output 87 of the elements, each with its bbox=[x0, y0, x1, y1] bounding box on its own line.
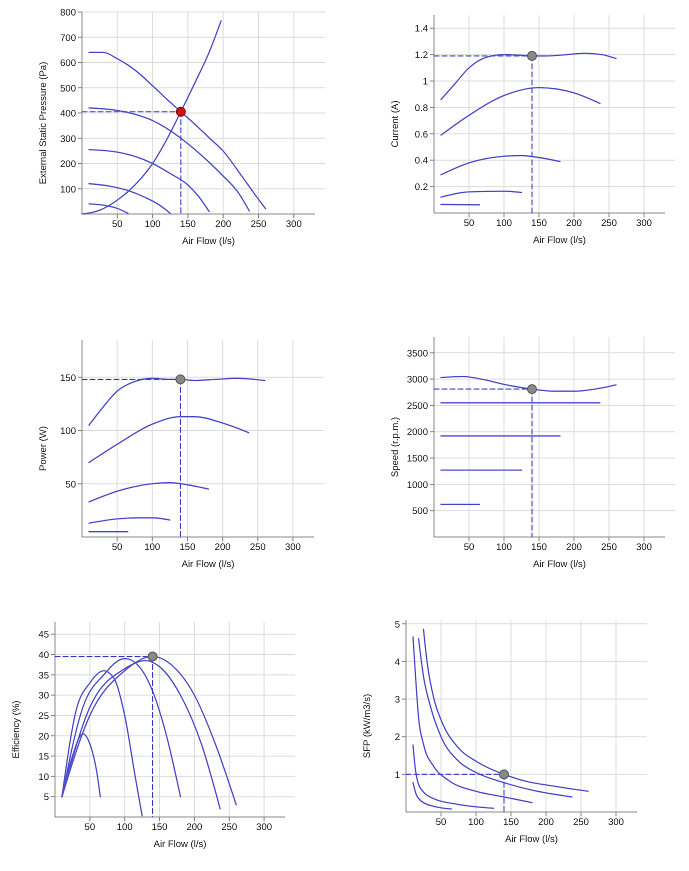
x-axis-title: Air Flow (l/s) bbox=[505, 834, 558, 845]
x-tick-label: 150 bbox=[180, 219, 196, 230]
x-tick-label: 250 bbox=[601, 218, 617, 229]
x-tick-label: 100 bbox=[116, 822, 133, 833]
y-tick-label: 1.4 bbox=[414, 24, 428, 35]
y-tick-label: 35 bbox=[38, 670, 49, 682]
y-tick-label: 1 bbox=[422, 76, 428, 88]
y-tick-label: 0.6 bbox=[414, 129, 428, 140]
x-tick-label: 200 bbox=[214, 542, 231, 553]
x-tick-label: 300 bbox=[256, 822, 272, 833]
y-tick-label: 2 bbox=[394, 732, 400, 744]
y-tick-label: 30 bbox=[38, 690, 49, 702]
y-tick-label: 300 bbox=[60, 134, 76, 145]
x-tick-label: 150 bbox=[152, 822, 168, 833]
y-tick-label: 2000 bbox=[406, 427, 428, 438]
y-tick-label: 1 bbox=[394, 770, 400, 781]
y-tick-label: 0.2 bbox=[414, 182, 428, 194]
x-tick-label: 50 bbox=[464, 218, 474, 229]
y-tick-label: 2500 bbox=[406, 400, 428, 412]
x-tick-label: 100 bbox=[496, 542, 512, 553]
x-tick-label: 200 bbox=[186, 822, 202, 833]
x-axis-title: Air Flow (l/s) bbox=[533, 235, 586, 246]
y-axis-title: Speed (r.p.m.) bbox=[390, 416, 401, 478]
x-tick-label: 50 bbox=[112, 219, 123, 230]
y-tick-label: 4 bbox=[394, 656, 400, 668]
y-tick-label: 10 bbox=[38, 772, 49, 783]
y-tick-label: 25 bbox=[38, 710, 49, 722]
x-tick-label: 50 bbox=[112, 542, 122, 553]
x-tick-label: 250 bbox=[573, 817, 589, 828]
y-tick-label: 800 bbox=[60, 8, 76, 18]
x-axis-title: Air Flow (l/s) bbox=[533, 559, 586, 570]
y-axis-title: Current (A) bbox=[390, 100, 401, 148]
y-tick-label: 3000 bbox=[406, 374, 428, 386]
x-tick-label: 300 bbox=[608, 817, 624, 828]
x-tick-label: 50 bbox=[436, 817, 446, 828]
y-tick-label: 0.4 bbox=[414, 156, 428, 167]
y-tick-label: 3500 bbox=[406, 348, 428, 360]
y-tick-label: 45 bbox=[38, 630, 49, 641]
y-tick-label: 1500 bbox=[406, 454, 428, 465]
x-tick-label: 50 bbox=[84, 822, 96, 833]
y-axis-title: SFP (kW/m3/s) bbox=[362, 694, 373, 758]
y-tick-label: 20 bbox=[38, 731, 49, 742]
x-tick-label: 100 bbox=[468, 817, 484, 828]
y-tick-label: 3 bbox=[394, 694, 400, 706]
y-tick-label: 600 bbox=[60, 58, 76, 69]
x-tick-label: 250 bbox=[601, 542, 617, 553]
y-tick-label: 5 bbox=[394, 619, 400, 630]
x-axis-title: Air Flow (l/s) bbox=[154, 839, 206, 850]
x-tick-label: 100 bbox=[496, 218, 512, 229]
x-tick-label: 300 bbox=[636, 218, 652, 229]
x-tick-label: 150 bbox=[180, 542, 196, 553]
y-tick-label: 0.8 bbox=[414, 102, 428, 114]
x-tick-label: 250 bbox=[221, 822, 238, 833]
y-axis-title: Efficiency (%) bbox=[11, 700, 22, 758]
y-tick-label: 40 bbox=[38, 650, 49, 661]
y-tick-label: 1.2 bbox=[414, 50, 428, 62]
y-tick-label: 500 bbox=[412, 506, 428, 518]
x-tick-label: 100 bbox=[144, 219, 161, 230]
y-tick-label: 700 bbox=[60, 32, 76, 44]
x-tick-label: 250 bbox=[250, 219, 266, 230]
y-tick-label: 400 bbox=[60, 108, 76, 120]
x-tick-label: 200 bbox=[215, 219, 232, 230]
x-tick-label: 300 bbox=[284, 542, 301, 553]
x-axis-title: Air Flow (l/s) bbox=[182, 236, 235, 247]
y-tick-label: 100 bbox=[60, 426, 76, 438]
x-tick-label: 300 bbox=[286, 219, 302, 230]
x-tick-label: 200 bbox=[538, 817, 554, 828]
x-tick-label: 150 bbox=[531, 218, 547, 229]
y-tick-label: 1000 bbox=[406, 480, 428, 491]
y-tick-label: 500 bbox=[60, 83, 76, 94]
y-axis-title: Power (W) bbox=[38, 426, 49, 471]
x-tick-label: 250 bbox=[250, 542, 266, 553]
y-tick-label: 5 bbox=[44, 792, 49, 804]
y-tick-label: 50 bbox=[65, 479, 76, 490]
x-tick-label: 150 bbox=[531, 542, 547, 553]
x-tick-label: 150 bbox=[503, 817, 519, 828]
x-axis-title: Air Flow (l/s) bbox=[182, 559, 234, 570]
x-tick-label: 200 bbox=[566, 218, 582, 229]
x-tick-label: 200 bbox=[566, 542, 582, 553]
x-tick-label: 300 bbox=[636, 542, 652, 553]
y-tick-label: 200 bbox=[60, 159, 76, 170]
y-tick-label: 150 bbox=[60, 372, 76, 384]
x-tick-label: 50 bbox=[464, 542, 474, 553]
y-tick-label: 100 bbox=[60, 184, 76, 196]
y-tick-label: 15 bbox=[38, 752, 49, 763]
y-axis-title: External Static Pressure (Pa) bbox=[38, 62, 49, 184]
x-tick-label: 100 bbox=[144, 542, 160, 553]
